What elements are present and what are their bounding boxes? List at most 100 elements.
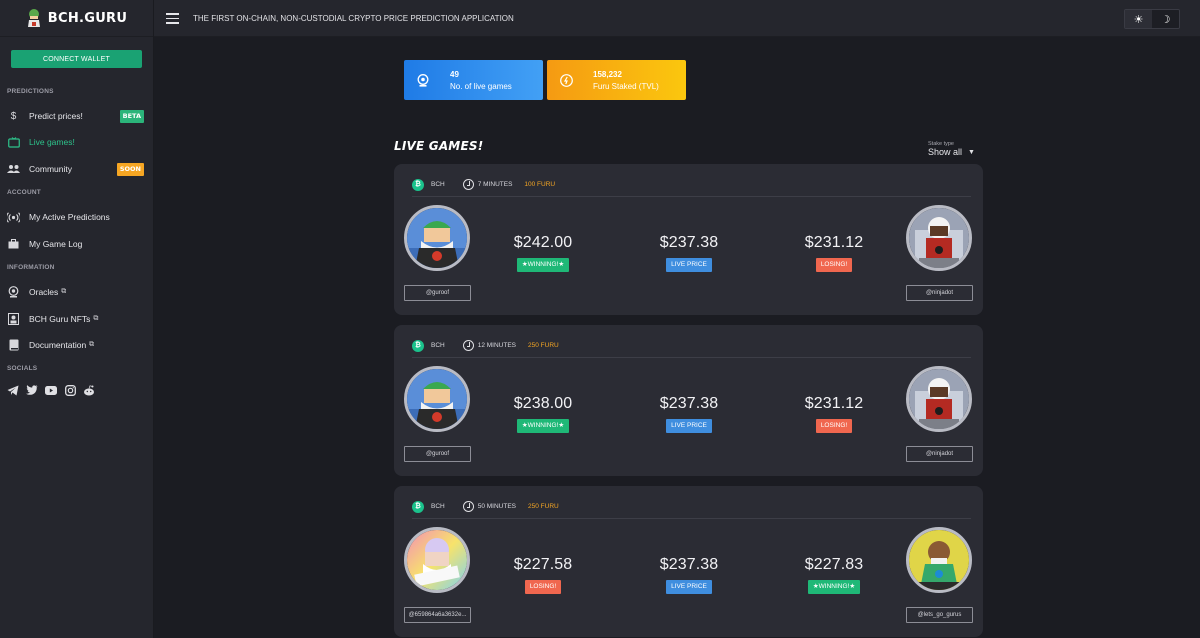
- live-price-badge: LIVE PRICE: [666, 580, 712, 594]
- player-handle[interactable]: @guroof: [404, 446, 471, 462]
- predicted-price: $227.83: [804, 556, 864, 573]
- live-price-value: $237.38: [659, 556, 719, 573]
- instagram-icon[interactable]: [64, 384, 76, 396]
- telegram-icon[interactable]: [7, 384, 19, 396]
- prediction-left: $242.00 ★WINNING!★: [483, 234, 603, 272]
- sidebar-item-label: My Game Log: [29, 239, 83, 249]
- sidebar-item-live-games[interactable]: Live games!: [0, 132, 153, 152]
- game-duration: 50 MINUTES: [477, 503, 517, 510]
- sidebar-item-game-log[interactable]: My Game Log: [0, 234, 153, 254]
- sidebar-item-documentation[interactable]: Documentation ⧉: [0, 335, 153, 355]
- game-card[interactable]: ₿ BCH 50 MINUTES 250 FURU @659864a6a3632…: [394, 486, 983, 637]
- twitter-icon[interactable]: [26, 384, 38, 396]
- staked-label: Furu Staked (TVL): [593, 81, 659, 91]
- moon-icon[interactable]: ☽: [1152, 10, 1179, 28]
- section-information: INFORMATION: [7, 264, 55, 271]
- section-predictions: PREDICTIONS: [7, 88, 54, 95]
- prediction-left: $227.58 LOSING!: [483, 556, 603, 594]
- guru-logo-icon: [27, 9, 40, 27]
- sidebar-item-active-predictions[interactable]: My Active Predictions: [0, 207, 153, 227]
- sidebar-item-label: My Active Predictions: [29, 212, 110, 222]
- sidebar-item-label: BCH Guru NFTs: [29, 314, 91, 324]
- furu-coin-icon: [559, 73, 573, 87]
- sidebar-item-label: Live games!: [29, 137, 75, 147]
- top-bar: THE FIRST ON-CHAIN, NON-CUSTODIAL CRYPTO…: [154, 0, 1200, 37]
- sidebar-item-predict[interactable]: $ Predict prices! BETA: [0, 106, 153, 126]
- predicted-price: $227.58: [513, 556, 573, 573]
- live-price-badge: LIVE PRICE: [666, 258, 712, 272]
- player-avatar-gurus[interactable]: [906, 527, 972, 593]
- player-handle[interactable]: @ninjadot: [906, 285, 973, 301]
- beta-badge: BETA: [119, 109, 144, 123]
- sidebar-item-label: Predict prices!: [29, 111, 83, 121]
- external-link-icon: ⧉: [93, 315, 99, 322]
- sidebar-item-nfts[interactable]: BCH Guru NFTs ⧉: [0, 309, 153, 329]
- game-stake: 100 FURU: [524, 181, 556, 188]
- player-avatar-guru[interactable]: [404, 205, 470, 271]
- stake-type-select[interactable]: Stake type Show all ▼: [928, 141, 975, 157]
- sun-icon[interactable]: ☀: [1125, 10, 1152, 28]
- player-avatar-guru[interactable]: [404, 366, 470, 432]
- prediction-right: $227.83 ★WINNING!★: [774, 556, 894, 594]
- live-games-label: No. of live games: [450, 81, 512, 91]
- clock-icon: [462, 179, 474, 190]
- game-card-header: ₿ BCH 12 MINUTES 250 FURU: [412, 337, 971, 358]
- bch-coin-icon: ₿: [412, 500, 424, 513]
- game-card[interactable]: ₿ BCH 7 MINUTES 100 FURU @guroof $242.00…: [394, 164, 983, 315]
- live-tv-icon: [7, 136, 20, 149]
- brand-name: BCH.GURU: [47, 10, 128, 26]
- live-price-value: $237.38: [659, 234, 719, 251]
- external-link-icon: ⧉: [61, 288, 67, 295]
- player-avatar-ninja[interactable]: [906, 366, 972, 432]
- sidebar-item-label: Community: [29, 164, 72, 174]
- sidebar-item-oracles[interactable]: Oracles ⧉: [0, 282, 153, 302]
- clock-icon: [462, 501, 474, 512]
- game-stake: 250 FURU: [528, 342, 559, 349]
- social-links: [7, 384, 95, 396]
- live-price: $237.38 LIVE PRICE: [629, 395, 749, 433]
- live-price: $237.38 LIVE PRICE: [629, 556, 749, 594]
- live-price-badge: LIVE PRICE: [666, 419, 712, 433]
- player-handle[interactable]: @guroof: [404, 285, 471, 301]
- youtube-icon[interactable]: [45, 384, 57, 396]
- prediction-right: $231.12 LOSING!: [774, 234, 894, 272]
- game-duration: 12 MINUTES: [477, 342, 517, 349]
- game-duration: 7 MINUTES: [477, 181, 513, 188]
- player-handle[interactable]: @659864a6a3632e...: [404, 607, 471, 623]
- stake-type-value: Show all: [928, 147, 963, 157]
- external-link-icon: ⧉: [89, 341, 95, 348]
- menu-icon[interactable]: [166, 13, 179, 24]
- player-avatar-no-nft[interactable]: [404, 527, 470, 593]
- briefcase-icon: [7, 238, 20, 251]
- connect-wallet-button[interactable]: CONNECT WALLET: [11, 50, 142, 68]
- status-badge: LOSING!: [815, 258, 853, 272]
- coin-name: BCH: [431, 181, 445, 188]
- sidebar-item-label: Documentation: [29, 340, 87, 350]
- sidebar: BCH.GURU CONNECT WALLET PREDICTIONS $ Pr…: [0, 0, 154, 638]
- reddit-icon[interactable]: [83, 384, 95, 396]
- section-socials: SOCIALS: [7, 365, 38, 372]
- stake-type-label: Stake type: [928, 141, 954, 147]
- brand-logo[interactable]: BCH.GURU: [0, 0, 153, 37]
- sidebar-item-community[interactable]: Community SOON: [0, 159, 153, 179]
- theme-toggle[interactable]: ☀ ☽: [1124, 9, 1180, 29]
- caret-down-icon: ▼: [968, 148, 975, 156]
- predicted-price: $238.00: [513, 395, 573, 412]
- game-card[interactable]: ₿ BCH 12 MINUTES 250 FURU @guroof $238.0…: [394, 325, 983, 476]
- webcam-icon: [7, 286, 20, 299]
- player-handle[interactable]: @ninjadot: [906, 446, 973, 462]
- status-badge: ★WINNING!★: [807, 580, 861, 594]
- game-card-header: ₿ BCH 7 MINUTES 100 FURU: [412, 176, 971, 197]
- prediction-right: $231.12 LOSING!: [774, 395, 894, 433]
- live-price: $237.38 LIVE PRICE: [629, 234, 749, 272]
- tagline: THE FIRST ON-CHAIN, NON-CUSTODIAL CRYPTO…: [193, 14, 514, 23]
- bch-coin-icon: ₿: [412, 339, 424, 352]
- player-avatar-ninja[interactable]: [906, 205, 972, 271]
- staked-amount: 158,232: [593, 69, 622, 79]
- status-badge: ★WINNING!★: [516, 419, 570, 433]
- player-handle[interactable]: @lets_go_gurus: [906, 607, 973, 623]
- status-badge: LOSING!: [815, 419, 853, 433]
- coin-name: BCH: [431, 342, 445, 349]
- status-badge: LOSING!: [524, 580, 562, 594]
- people-icon: [7, 163, 20, 176]
